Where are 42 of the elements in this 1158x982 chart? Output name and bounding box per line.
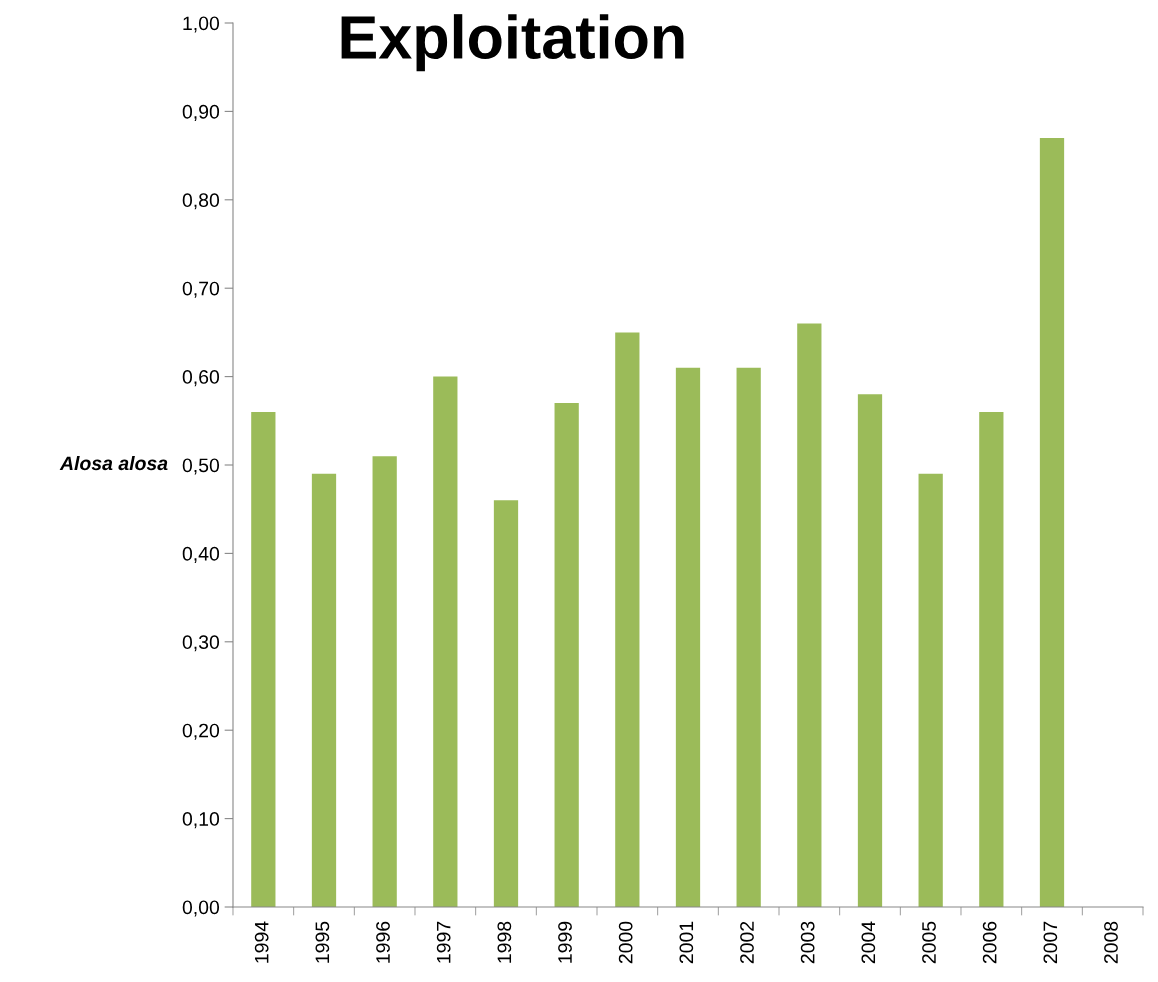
x-tick-label: 1999 [558, 921, 572, 963]
bar [918, 473, 943, 907]
y-tick-label: 0,20 [182, 723, 220, 740]
x-tick-label: 2006 [982, 921, 997, 964]
bar [251, 411, 276, 907]
y-tick-label: 0,50 [182, 458, 220, 475]
y-tick-label: 0,70 [182, 281, 220, 298]
x-tick-label: 2001 [679, 921, 694, 964]
x-tick-label: 2008 [1104, 921, 1118, 964]
y-axis-title: Alosa alosa [59, 455, 168, 471]
x-tick-label: 2007 [1043, 921, 1058, 964]
y-tick-label: 0,40 [182, 546, 220, 563]
y-tick-label: 0,00 [182, 900, 220, 917]
bar [857, 394, 883, 907]
y-tick-label: 1,00 [183, 16, 220, 33]
bar [1039, 137, 1065, 907]
y-tick-label: 0,90 [182, 104, 220, 121]
bar [311, 473, 337, 907]
chart-title: Exploitation [341, 14, 684, 72]
bar [554, 403, 579, 907]
bar [433, 376, 458, 907]
bar [372, 456, 397, 907]
x-tick-label: 1996 [376, 921, 390, 963]
y-tick-label: 0,60 [182, 370, 220, 387]
x-tick-label: 2004 [861, 921, 876, 964]
x-tick-label: 1997 [436, 921, 451, 963]
y-tick-label: 0,10 [182, 812, 220, 829]
bar [675, 367, 701, 907]
bar [736, 367, 761, 907]
x-tick-label: 1995 [315, 921, 330, 963]
bar [493, 500, 519, 907]
x-tick-label: 1994 [254, 921, 269, 963]
x-tick-label: 2000 [618, 921, 633, 964]
x-tick-label: 2002 [740, 921, 754, 964]
bar [979, 411, 1004, 907]
bar [615, 332, 640, 907]
y-tick-label: 0,80 [182, 193, 220, 210]
y-tick-label: 0,30 [182, 635, 220, 652]
x-tick-label: 2005 [922, 921, 936, 964]
x-tick-label: 1998 [497, 921, 512, 963]
bar [797, 323, 822, 907]
x-tick-label: 2003 [800, 921, 815, 964]
